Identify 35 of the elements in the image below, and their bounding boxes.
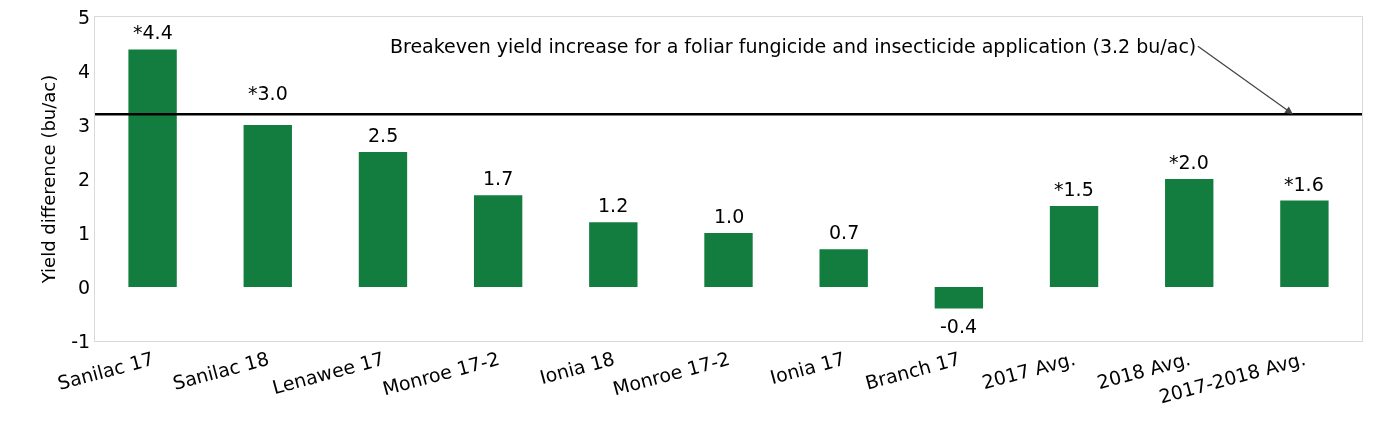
x-tick-label: 2017 Avg.: [979, 347, 1078, 394]
x-tick-label: Sanilac 18: [170, 347, 272, 394]
bar: [819, 249, 868, 287]
bar: [358, 152, 408, 287]
data-label: *1.6: [1284, 173, 1324, 195]
x-tick-label: Ionia 17: [767, 347, 848, 389]
data-label: 1.0: [714, 205, 745, 227]
y-tick-label: 3: [78, 113, 91, 136]
data-label: 1.7: [483, 167, 514, 189]
data-label: 0.7: [829, 221, 860, 243]
bar: [128, 49, 177, 287]
y-axis-title: Yield difference (bu/ac): [38, 74, 60, 285]
data-label: *1.5: [1054, 178, 1094, 200]
bar: [934, 287, 984, 309]
bar: [473, 195, 523, 287]
data-label: *4.4: [133, 21, 173, 43]
data-label: *2.0: [1169, 151, 1209, 173]
y-tick-label: 1: [78, 221, 91, 244]
x-tick-label: Branch 17: [862, 347, 963, 394]
y-tick-label: 4: [78, 59, 91, 82]
bar: [1165, 179, 1214, 287]
bar: [589, 222, 638, 287]
data-label: 1.2: [598, 194, 629, 216]
x-tick-label: Monroe 17-2: [380, 347, 502, 400]
bar: [1280, 200, 1329, 287]
ref-line-label: Breakeven yield increase for a foliar fungicide and insecticide application (3.2 bu/ac): [390, 35, 1197, 57]
bar: [243, 125, 292, 287]
data-label: -0.4: [940, 315, 978, 337]
bar: [1049, 206, 1099, 287]
y-tick-label: 0: [78, 275, 91, 298]
y-tick-label: 5: [78, 5, 91, 28]
data-label: 2.5: [368, 124, 399, 146]
data-label: *3.0: [248, 82, 288, 104]
bar: [704, 233, 753, 287]
y-tick-label: 2: [78, 167, 91, 190]
